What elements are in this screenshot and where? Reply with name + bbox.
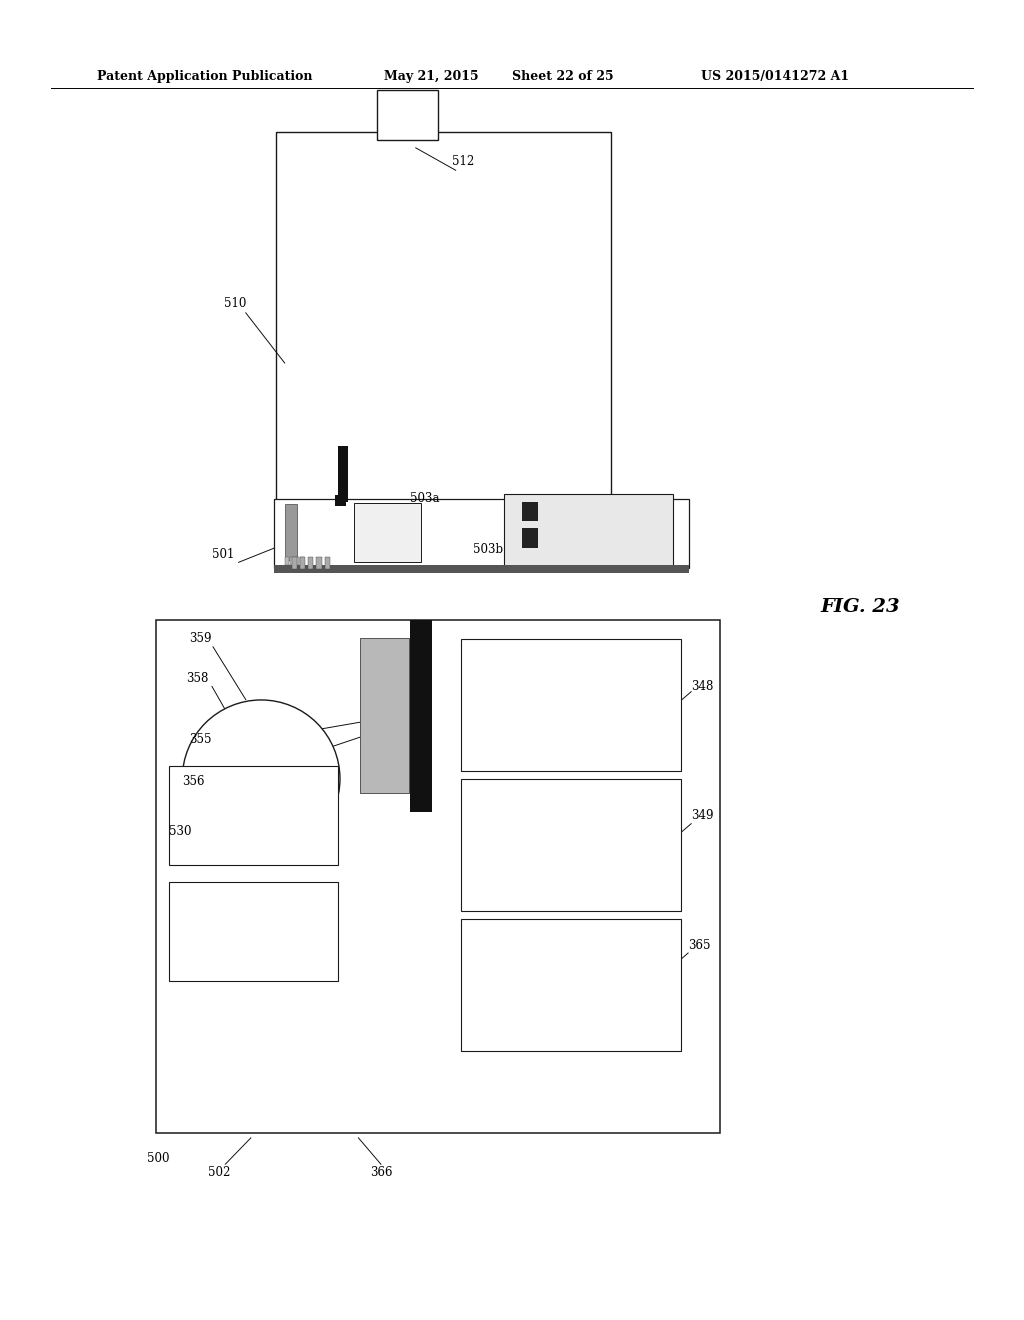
Bar [360,638,409,793]
Bar [410,620,432,812]
Bar [285,504,297,560]
Bar [169,882,338,981]
Text: 358: 358 [186,672,209,685]
Text: 349: 349 [691,809,714,822]
Text: 503b: 503b [473,543,504,556]
Bar [300,557,305,569]
Bar [504,494,673,566]
Text: 359: 359 [189,632,212,645]
Bar [156,620,720,1133]
Text: 356: 356 [182,775,205,788]
Bar [292,557,297,569]
Bar [308,557,313,569]
Bar [285,557,289,565]
Bar [316,557,322,569]
Bar [325,557,330,569]
Text: 510: 510 [224,297,247,310]
Bar [377,90,438,140]
Text: 348: 348 [691,680,714,693]
Text: 530: 530 [169,825,191,838]
Text: 502: 502 [208,1166,230,1179]
Text: 503a: 503a [411,492,439,506]
Bar [461,919,681,1051]
Bar [338,446,348,502]
Bar [276,132,611,512]
Text: 512: 512 [452,154,474,168]
Text: 501: 501 [212,548,234,561]
Text: Patent Application Publication: Patent Application Publication [97,70,312,83]
Bar [354,503,421,562]
Bar [300,557,304,565]
Bar [274,565,689,573]
Bar [290,557,294,565]
Bar [295,557,299,565]
Bar [461,639,681,771]
Text: US 2015/0141272 A1: US 2015/0141272 A1 [701,70,850,83]
Text: 366: 366 [370,1166,392,1179]
Bar [522,528,538,548]
Text: 365: 365 [688,939,711,952]
Text: Sheet 22 of 25: Sheet 22 of 25 [512,70,613,83]
Bar [461,779,681,911]
Text: May 21, 2015: May 21, 2015 [384,70,478,83]
Circle shape [182,700,340,858]
Bar [335,495,346,506]
Text: 511: 511 [362,527,385,540]
Text: 500: 500 [147,1152,170,1166]
Bar [274,499,689,568]
Bar [522,502,538,521]
Text: 355: 355 [189,733,212,746]
Bar [169,766,338,865]
Text: FIG. 23: FIG. 23 [820,598,900,616]
